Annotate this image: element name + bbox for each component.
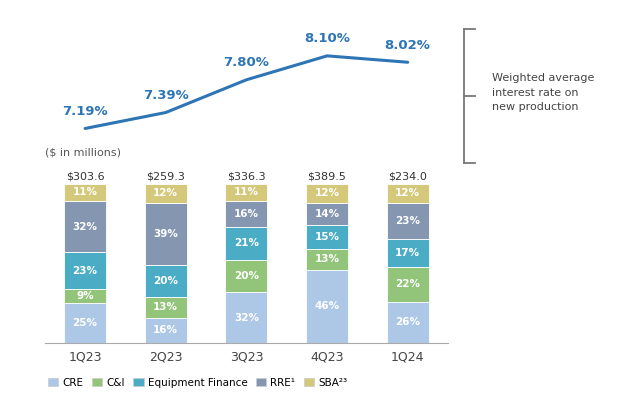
Text: $259.3: $259.3	[147, 172, 185, 182]
Text: 15%: 15%	[314, 232, 340, 242]
Bar	[145, 318, 187, 343]
Text: 39%: 39%	[154, 229, 178, 239]
Text: 46%: 46%	[314, 301, 340, 312]
Bar	[145, 184, 187, 203]
Text: $303.6: $303.6	[66, 172, 104, 182]
Text: 23%: 23%	[72, 265, 98, 276]
Bar	[64, 289, 106, 303]
Text: 7.80%: 7.80%	[223, 56, 269, 69]
Text: 11%: 11%	[234, 187, 259, 198]
Text: 21%: 21%	[234, 238, 259, 249]
Bar	[225, 260, 268, 292]
Text: 23%: 23%	[395, 216, 420, 226]
Text: 32%: 32%	[234, 312, 259, 323]
Text: 22%: 22%	[395, 279, 420, 289]
Text: 17%: 17%	[395, 248, 420, 258]
Bar	[306, 184, 348, 203]
Text: 16%: 16%	[153, 325, 179, 336]
Text: 8.10%: 8.10%	[304, 32, 350, 45]
Text: 25%: 25%	[72, 318, 98, 328]
Text: 32%: 32%	[72, 221, 98, 232]
Bar	[225, 201, 268, 227]
Text: 20%: 20%	[234, 271, 259, 281]
Bar	[225, 184, 268, 201]
Text: 13%: 13%	[153, 302, 179, 312]
Text: $234.0: $234.0	[388, 172, 427, 182]
Legend: CRE, C&I, Equipment Finance, RRE¹, SBA²³: CRE, C&I, Equipment Finance, RRE¹, SBA²³	[44, 373, 351, 392]
Text: 7.19%: 7.19%	[62, 105, 108, 118]
Text: 12%: 12%	[314, 188, 340, 198]
Text: 11%: 11%	[72, 187, 98, 198]
Text: $389.5: $389.5	[308, 172, 346, 182]
Bar	[387, 302, 429, 343]
Bar	[387, 203, 429, 239]
Text: 13%: 13%	[314, 254, 340, 265]
Bar	[387, 184, 429, 203]
Bar	[225, 227, 268, 260]
Bar	[64, 303, 106, 343]
Text: 14%: 14%	[314, 209, 340, 219]
Text: 12%: 12%	[395, 188, 420, 198]
Text: 9%: 9%	[76, 291, 94, 301]
Text: $336.3: $336.3	[227, 172, 266, 182]
Bar	[145, 265, 187, 297]
Text: Weighted average
interest rate on
new production: Weighted average interest rate on new pr…	[492, 73, 594, 113]
Bar	[306, 270, 348, 343]
Bar	[306, 203, 348, 225]
Text: 7.39%: 7.39%	[143, 89, 189, 102]
Text: 8.02%: 8.02%	[385, 39, 431, 52]
Bar	[64, 201, 106, 252]
Text: ($ in millions): ($ in millions)	[45, 148, 121, 158]
Bar	[387, 239, 429, 267]
Text: 16%: 16%	[234, 209, 259, 219]
Text: 20%: 20%	[153, 276, 179, 286]
Bar	[64, 184, 106, 201]
Text: 12%: 12%	[153, 188, 179, 198]
Bar	[306, 225, 348, 249]
Bar	[306, 249, 348, 270]
Text: 26%: 26%	[395, 317, 420, 328]
Bar	[64, 252, 106, 289]
Bar	[387, 267, 429, 302]
Bar	[145, 203, 187, 265]
Bar	[225, 292, 268, 343]
Bar	[145, 297, 187, 318]
